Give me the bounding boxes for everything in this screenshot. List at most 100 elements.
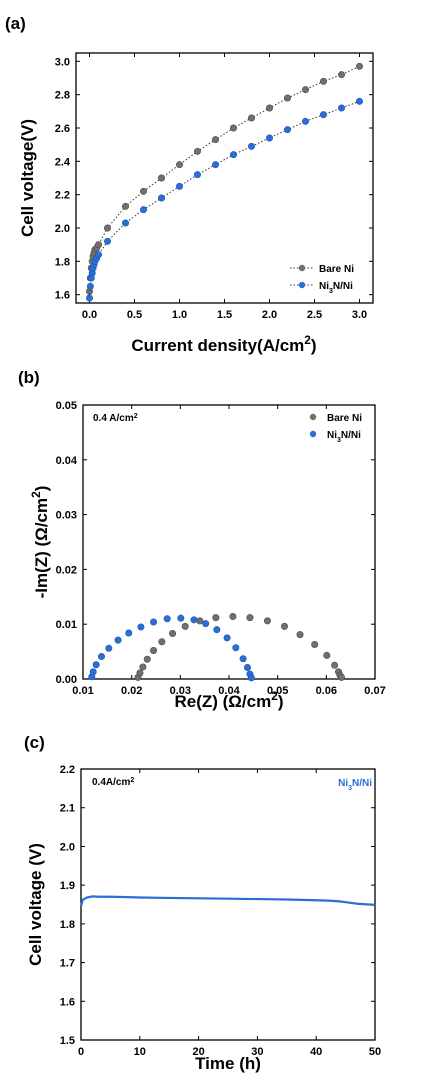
data-point-bare-ni [139,663,147,671]
data-point-ni3n-ni [140,206,148,214]
y-axis-label-b: -Im(Z) (Ω/cm2) [29,486,51,599]
data-point-bare-ni [265,104,273,112]
data-point-ni3n-ni [283,126,291,134]
data-point-ni3n-ni [319,111,327,119]
data-point-bare-ni [337,673,345,681]
x-tick-label: 0.05 [267,685,288,697]
panel-label-b: (b) [18,368,40,387]
y-tick-label: 2.1 [60,803,75,815]
data-point-bare-ni [212,136,220,144]
chart-c: (c) 0 10 20 30 40 50 1.5 1.6 1.7 1.8 1.9 2.0 2.1 2.2 T… [24,733,381,1073]
data-point-ni3n-ni [137,623,145,631]
data-point-ni3n-ni [247,674,255,682]
data-point-ni3n-ni [190,616,198,624]
legend-label-bare-ni: Bare Ni [319,264,354,275]
data-point-ni3n-ni [213,626,221,634]
data-point-ni3n-ni [105,644,113,652]
data-point-ni3n-ni [265,134,273,142]
panel-label-a: (a) [5,14,26,33]
y-axis-label-a: Cell voltage(V) [18,119,37,237]
data-point-ni3n-ni [202,620,210,628]
data-point-ni3n-ni [95,251,103,259]
x-tick-label: 50 [369,1046,381,1058]
series-line-ni3n-ni [79,895,376,907]
x-tick-label: 2.5 [307,309,322,321]
data-point-bare-ni [229,613,237,621]
data-point-ni3n-ni [122,219,130,227]
data-point-bare-ni [136,669,144,677]
y-tick-label: 2.0 [55,223,70,235]
x-tick-label: 20 [192,1046,204,1058]
x-tick-label: 40 [310,1046,322,1058]
data-point-ni3n-ni [177,614,185,622]
legend-marker-ni3n-ni [298,281,306,289]
x-tick-label: 1.0 [172,309,187,321]
x-tick-label: 2.0 [262,309,277,321]
chart-b-wrap: (b) 0.01 0.02 0.03 0.04 0.05 0.06 0.070.000.01… [18,368,386,711]
data-point-bare-ni [158,174,166,182]
data-point-bare-ni [323,651,331,659]
series-line-bare-ni [89,65,360,292]
x-tick-label: 1.5 [217,309,232,321]
legend-marker-bare-ni [309,413,317,421]
y-tick-label: 2.6 [55,123,70,135]
x-tick-label: 30 [251,1046,263,1058]
data-point-ni3n-ni [158,194,166,202]
data-point-ni3n-ni [239,655,247,663]
plot-area-a: 0.0 0.5 1.0 1.5 2.0 2.5 3.0 1.6 1.8 2.0 2.2 2.4 2.6 2… [18,52,374,355]
annotation-b: 0.4 A/cm2 [93,413,138,425]
data-point-ni3n-ni [176,182,184,190]
data-point-bare-ni [176,161,184,169]
data-point-bare-ni [301,86,309,94]
y-tick-label: 1.6 [55,290,70,302]
data-point-ni3n-ni [92,661,100,669]
data-point-bare-ni [95,241,103,249]
x-axis-label-b: Re(Z) (Ω/cm2) [174,689,283,711]
data-point-bare-ni [169,630,177,638]
data-point-bare-ni [104,224,112,232]
y-tick-label: 1.7 [60,958,75,970]
data-point-bare-ni [196,617,204,625]
y-tick-label: 2.2 [55,190,70,202]
y-axis-label-c: Cell voltage (V) [26,843,45,966]
y-tick-label: 1.6 [60,996,75,1008]
y-tick-label: 0.01 [56,619,77,631]
plot-area-b: 0.01 0.02 0.03 0.04 0.05 0.06 0.070.000.010.02… [29,400,386,711]
data-point-bare-ni [150,647,158,655]
x-axis-label-a: Current density(A/cm2) [131,333,316,355]
legend-marker-ni3n-ni [309,430,317,438]
data-point-ni3n-ni [355,97,363,105]
data-point-ni3n-ni [86,282,94,290]
data-point-bare-ni [194,147,202,155]
x-tick-label: 10 [134,1046,146,1058]
legend-marker-bare-ni [298,264,306,272]
data-point-bare-ni [283,94,291,102]
data-point-bare-ni [246,614,254,622]
data-point-ni3n-ni [194,171,202,179]
data-point-ni3n-ni [114,636,122,644]
y-tick-label: 0.05 [56,400,77,412]
data-point-bare-ni [143,655,151,663]
data-point-ni3n-ni [89,668,97,676]
y-tick-label: 3.0 [55,56,70,68]
x-tick-label: 0 [78,1046,84,1058]
data-point-ni3n-ni [230,151,238,159]
data-point-bare-ni [248,114,256,122]
y-tick-label: 0.03 [56,510,77,522]
y-tick-label: 0.02 [56,564,77,576]
y-tick-label: 1.8 [60,919,75,931]
x-tick-label: 0.0 [82,309,97,321]
data-point-bare-ni [158,638,166,646]
panel-label-c: (c) [24,733,45,752]
data-point-bare-ni [296,631,304,639]
data-point-ni3n-ni [301,117,309,125]
x-tick-label: 0.04 [218,685,240,697]
y-tick-label: 1.8 [55,256,70,268]
data-point-bare-ni [331,661,339,669]
legend-label-ni3n-ni: Ni3N/Ni [327,430,361,444]
legend-label-ni3n-ni: Ni3N/Ni [319,281,353,295]
data-point-bare-ni [230,124,238,132]
data-point-bare-ni [122,202,130,210]
data-point-ni3n-ni [212,161,220,169]
data-point-bare-ni [280,622,288,630]
